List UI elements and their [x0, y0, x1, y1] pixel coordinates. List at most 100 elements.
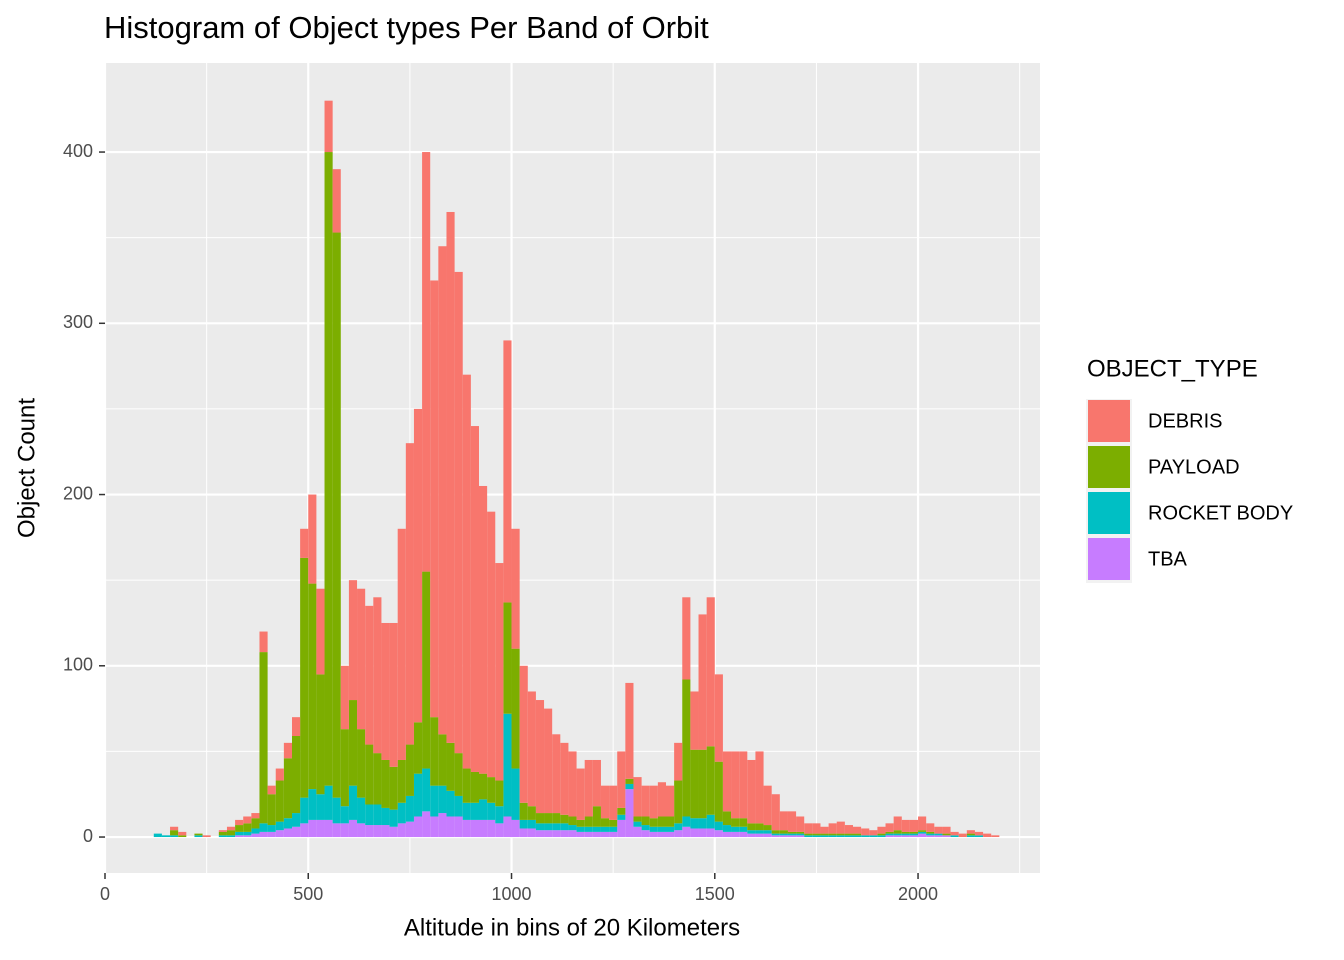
bar-segment: [300, 557, 309, 798]
bar-segment: [308, 789, 317, 820]
bar-segment: [633, 821, 642, 827]
bar-segment: [308, 494, 317, 584]
bar-segment: [243, 831, 252, 836]
bar-segment: [779, 830, 788, 834]
legend-swatch: [1088, 446, 1130, 488]
bar-segment: [609, 819, 618, 827]
bar-segment: [527, 828, 536, 838]
bar-segment: [430, 816, 439, 838]
bar-segment: [666, 831, 675, 838]
bar-segment: [438, 785, 447, 814]
bar-segment: [495, 823, 504, 838]
bar-segment: [747, 823, 756, 831]
bar-segment: [552, 823, 561, 831]
bar-segment: [641, 825, 650, 831]
bar-segment: [820, 826, 829, 834]
bar-segment: [503, 816, 512, 838]
bar-segment: [901, 819, 910, 832]
bar-segment: [413, 773, 423, 817]
legend-title: OBJECT_TYPE: [1087, 355, 1258, 382]
bar-segment: [934, 835, 943, 838]
bar-segment: [332, 169, 341, 233]
bar-segment: [324, 785, 333, 820]
bar-segment: [657, 831, 666, 838]
bar-segment: [625, 682, 634, 779]
bar-segment: [747, 833, 756, 838]
bar-segment: [267, 831, 276, 838]
bar-segment: [812, 823, 821, 834]
bar-segment: [698, 828, 707, 838]
bar-segment: [300, 823, 309, 838]
bar-segment: [292, 813, 301, 827]
x-tick-label: 0: [100, 884, 110, 904]
bar-segment: [235, 835, 244, 838]
bar-segment: [722, 751, 732, 812]
bar-segment: [666, 816, 675, 827]
bar-segment: [828, 833, 837, 836]
bar-segment: [365, 744, 374, 805]
bar-segment: [918, 833, 927, 838]
bar-segment: [739, 831, 748, 838]
bar-segment: [698, 614, 707, 750]
bar-segment: [771, 833, 780, 836]
bar-segment: [357, 823, 366, 838]
bar-segment: [706, 746, 715, 815]
bar-segment: [283, 758, 292, 819]
bar-segment: [649, 785, 658, 819]
bar-segment: [267, 785, 276, 795]
bar-segment: [706, 814, 715, 829]
bar-segment: [560, 814, 569, 824]
bar-segment: [259, 631, 268, 653]
bar-segment: [926, 831, 935, 834]
bar-segment: [283, 828, 292, 838]
y-tick-label: 100: [63, 655, 93, 675]
x-axis-title: Altitude in bins of 20 Kilometers: [404, 914, 740, 941]
bar-segment: [853, 835, 862, 838]
bar-segment: [487, 819, 496, 838]
legend-label: PAYLOAD: [1148, 456, 1240, 478]
bar-segment: [235, 819, 244, 826]
bar-segment: [926, 833, 935, 836]
bar-segment: [218, 831, 227, 836]
bar-segment: [609, 785, 618, 820]
bar-segment: [470, 819, 479, 838]
bar-segment: [698, 749, 707, 819]
bar-segment: [861, 835, 870, 838]
bar-segment: [779, 833, 788, 836]
bar-segment: [389, 622, 398, 767]
bar-segment: [430, 280, 439, 718]
bar-segment: [844, 835, 853, 838]
bar-segment: [365, 825, 374, 838]
bar-segment: [958, 833, 967, 838]
bar-segment: [170, 830, 179, 836]
bar-segment: [796, 833, 805, 836]
bar-segment: [600, 826, 610, 832]
bar-segment: [422, 571, 431, 769]
bar-segment: [722, 825, 732, 832]
legend-label: DEBRIS: [1148, 410, 1222, 432]
bar-segment: [731, 751, 740, 819]
bar-segment: [950, 831, 959, 836]
bar-segment: [706, 597, 715, 747]
bar-segment: [552, 734, 561, 814]
bar-segment: [446, 790, 455, 817]
bar-segment: [479, 773, 488, 800]
y-tick-label: 0: [83, 826, 93, 846]
bar-segment: [877, 835, 886, 838]
legend-label: TBA: [1148, 548, 1188, 570]
bar-segment: [918, 830, 927, 832]
bar-segment: [828, 835, 837, 838]
bar-segment: [893, 816, 902, 831]
bar-segment: [487, 777, 496, 803]
bar-segment: [470, 771, 479, 803]
bar-segment: [389, 826, 398, 838]
bar-segment: [430, 717, 439, 786]
bar-segment: [316, 794, 325, 820]
bar-segment: [714, 821, 723, 831]
bar-segment: [381, 807, 390, 826]
bar-segment: [804, 823, 813, 834]
bar-segment: [649, 831, 658, 838]
bar-segment: [787, 833, 797, 836]
bar-segment: [373, 597, 382, 754]
bar-segment: [731, 831, 740, 838]
